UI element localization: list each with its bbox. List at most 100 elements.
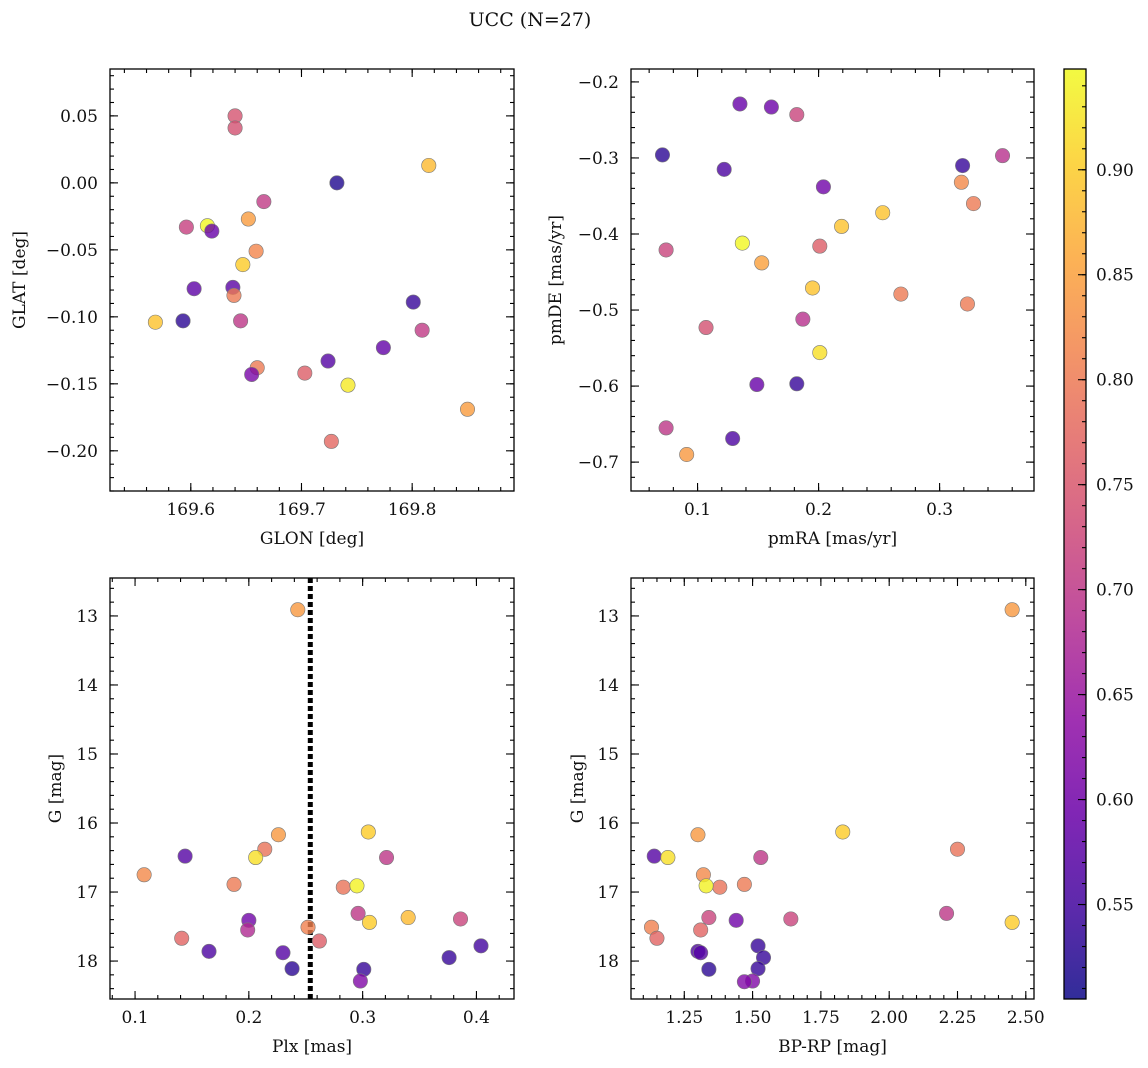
y-tick-label: 15 (597, 745, 619, 765)
y-axis-label: GLAT [deg] (10, 231, 30, 329)
ticks (110, 578, 514, 999)
scatter-point (174, 930, 190, 946)
scatter-point (473, 938, 489, 954)
scatter-point (284, 961, 300, 977)
scatter-point (441, 950, 457, 966)
scatter-point (240, 211, 256, 227)
y-tick-label: −0.4 (578, 225, 619, 245)
scatter-point (248, 243, 264, 259)
panel-plx-g: 0.1 0.2 0.3 0.4 13 14 15 16 17 18 Plx [mas] G [mag] (46, 577, 515, 1057)
y-axis-label: G [mag] (568, 754, 588, 823)
axes-frame (630, 68, 1035, 492)
x-axis-label: GLON [deg] (260, 529, 364, 549)
y-tick-label: 13 (597, 607, 619, 627)
colorbar-tick-label: 0.75 (1096, 476, 1134, 496)
colorbar-tick-label: 0.55 (1096, 896, 1134, 916)
scatter-point (136, 867, 152, 883)
scatter-point (204, 223, 220, 239)
ticks (110, 69, 514, 492)
colorbar-tick-label: 0.80 (1096, 371, 1134, 391)
y-tick-label: 0.00 (60, 174, 98, 194)
colorbar-tick-label: 0.85 (1096, 266, 1134, 286)
points (654, 96, 1011, 463)
scatter-point (693, 922, 709, 938)
colorbar: 0.55 0.60 0.65 0.70 0.75 0.80 0.85 0.90 (1063, 68, 1134, 1000)
scatter-point (763, 99, 779, 115)
scatter-point (320, 353, 336, 369)
scatter-point (244, 366, 260, 382)
x-tick-label: 0.2 (805, 500, 832, 520)
scatter-point (749, 377, 765, 393)
scatter-point (955, 158, 971, 174)
points (136, 602, 489, 989)
scatter-point (256, 194, 272, 210)
scatter-point (270, 827, 286, 843)
y-tick-label: −0.5 (578, 301, 619, 321)
x-tick-label: 1.50 (734, 1008, 772, 1028)
scatter-point (300, 919, 316, 935)
scatter-point (175, 313, 191, 329)
scatter-point (939, 905, 955, 921)
y-tick-label: −0.20 (46, 442, 98, 462)
y-tick-label: 17 (76, 883, 98, 903)
scatter-point (349, 878, 365, 894)
panel-pmra-pmde: 0.1 0.2 0.3 −0.7 −0.6 −0.5 −0.4 −0.3 −0.2 pmRA [m… (546, 68, 1035, 549)
axes-frame (630, 577, 1035, 1000)
scatter-point (815, 179, 831, 195)
x-tick-label: 1.75 (802, 1008, 840, 1028)
scatter-point (323, 433, 339, 449)
scatter-point (311, 933, 327, 949)
y-tick-label: −0.15 (46, 375, 98, 395)
scatter-point (679, 447, 695, 463)
scatter-point (698, 878, 714, 894)
scatter-point (795, 311, 811, 327)
y-tick-label: −0.05 (46, 241, 98, 261)
colorbar-tick-label: 0.60 (1096, 791, 1134, 811)
scatter-point (177, 848, 193, 864)
x-tick-label: 169.6 (166, 500, 215, 520)
y-tick-label: 14 (597, 676, 619, 696)
scatter-point (1004, 602, 1020, 618)
panel-bprp-g: 1.25 1.50 1.75 2.00 2.25 2.50 13 14 15 16 17 18 BP-R… (568, 577, 1045, 1057)
scatter-point (453, 911, 469, 927)
x-tick-label: 0.1 (684, 500, 711, 520)
scatter-point (805, 280, 821, 296)
scatter-point (812, 345, 828, 361)
scatter-point (789, 376, 805, 392)
scatter-point (186, 281, 202, 297)
scatter-point (147, 314, 163, 330)
scatter-point (360, 824, 376, 840)
points (643, 602, 1020, 990)
scatter-point (753, 850, 769, 866)
ticks (631, 69, 1034, 491)
y-tick-label: −0.6 (578, 377, 619, 397)
scatter-point (835, 824, 851, 840)
x-axis-label: Plx [mas] (272, 1037, 352, 1057)
scatter-point (953, 174, 969, 190)
ticks (631, 578, 1034, 999)
scatter-point (414, 322, 430, 338)
y-tick-label: 15 (76, 745, 98, 765)
scatter-point (335, 879, 351, 895)
scatter-point (235, 257, 251, 273)
scatter-point (732, 96, 748, 112)
scatter-point (201, 943, 217, 959)
x-axis-label: pmRA [mas/yr] (768, 529, 897, 549)
scatter-point (728, 912, 744, 928)
x-tick-label: 0.2 (235, 1008, 262, 1028)
x-tick-label: 169.8 (388, 500, 437, 520)
y-tick-label: 13 (76, 607, 98, 627)
scatter-point (233, 313, 249, 329)
scatter-point (658, 242, 674, 258)
panel-glon-glat: 169.6 169.7 169.8 −0.20 −0.15 −0.10 −0.05 0.00 0… (10, 68, 515, 549)
axes-frame (109, 577, 515, 1000)
scatter-point (754, 255, 770, 271)
scatter-point (329, 175, 345, 191)
scatter-point (750, 961, 766, 977)
y-tick-label: −0.10 (46, 308, 98, 328)
scatter-point (712, 879, 728, 895)
scatter-point (834, 218, 850, 234)
x-tick-label: 2.25 (939, 1008, 977, 1028)
scatter-point (783, 911, 799, 927)
